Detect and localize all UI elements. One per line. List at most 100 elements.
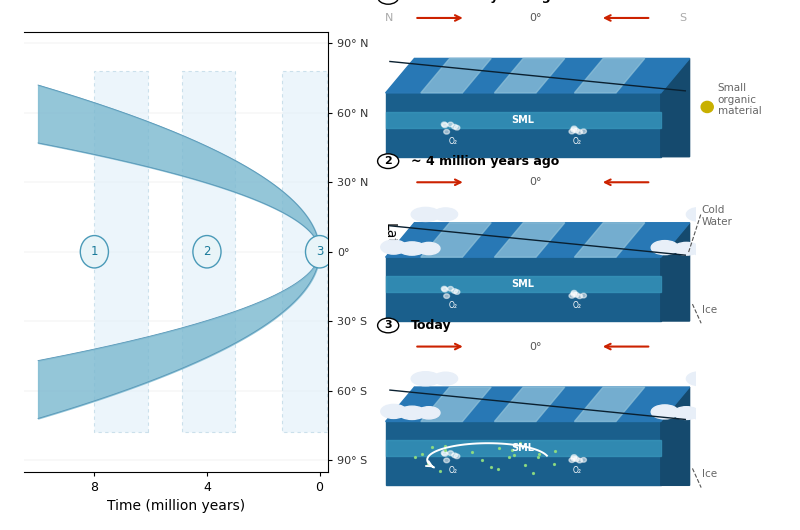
Circle shape <box>444 129 450 134</box>
Polygon shape <box>494 387 565 421</box>
Text: O₂: O₂ <box>448 466 458 475</box>
Polygon shape <box>574 387 645 421</box>
Text: Cold
Water: Cold Water <box>702 205 733 227</box>
Text: Ice: Ice <box>702 470 717 480</box>
Text: ~ 8 million years ago: ~ 8 million years ago <box>411 0 559 3</box>
Polygon shape <box>661 58 690 157</box>
Circle shape <box>442 287 448 292</box>
Circle shape <box>569 294 574 298</box>
Text: 3: 3 <box>384 321 392 331</box>
Ellipse shape <box>418 407 440 419</box>
Circle shape <box>571 126 577 131</box>
Circle shape <box>442 286 447 291</box>
Polygon shape <box>574 58 645 93</box>
Polygon shape <box>386 58 690 93</box>
Polygon shape <box>661 223 690 321</box>
Polygon shape <box>386 387 690 421</box>
Circle shape <box>577 130 582 134</box>
FancyBboxPatch shape <box>282 71 326 432</box>
Ellipse shape <box>193 235 221 268</box>
Ellipse shape <box>411 372 440 386</box>
Text: 0°: 0° <box>530 177 542 187</box>
Ellipse shape <box>434 372 458 385</box>
Circle shape <box>571 290 577 295</box>
Circle shape <box>442 452 448 456</box>
Ellipse shape <box>709 373 731 385</box>
Text: O₂: O₂ <box>448 137 458 146</box>
Ellipse shape <box>686 207 714 222</box>
Polygon shape <box>574 223 645 257</box>
Circle shape <box>454 290 460 294</box>
Circle shape <box>378 0 398 4</box>
Ellipse shape <box>651 405 678 419</box>
Ellipse shape <box>709 209 731 221</box>
Polygon shape <box>421 223 491 257</box>
Ellipse shape <box>674 407 699 419</box>
Text: Ice: Ice <box>702 305 717 315</box>
Text: N: N <box>385 13 393 23</box>
Circle shape <box>574 293 579 297</box>
X-axis label: Time (million years): Time (million years) <box>107 499 245 513</box>
Circle shape <box>378 154 398 169</box>
Ellipse shape <box>674 242 699 255</box>
Text: 1: 1 <box>90 245 98 258</box>
Ellipse shape <box>693 245 712 256</box>
Circle shape <box>442 122 447 127</box>
Ellipse shape <box>434 208 458 220</box>
Circle shape <box>571 128 577 132</box>
Polygon shape <box>386 276 661 292</box>
Circle shape <box>444 458 450 463</box>
Polygon shape <box>386 421 661 485</box>
Ellipse shape <box>306 235 334 268</box>
Ellipse shape <box>80 235 109 268</box>
Polygon shape <box>661 387 690 485</box>
Ellipse shape <box>418 242 440 254</box>
Circle shape <box>444 294 450 298</box>
Polygon shape <box>494 223 565 257</box>
Text: SML: SML <box>512 114 534 125</box>
Polygon shape <box>386 223 690 257</box>
Polygon shape <box>386 93 661 157</box>
Circle shape <box>452 453 458 457</box>
Circle shape <box>574 457 579 462</box>
Circle shape <box>701 101 714 112</box>
FancyBboxPatch shape <box>94 71 148 432</box>
Polygon shape <box>421 58 491 93</box>
Text: S: S <box>680 13 686 23</box>
Ellipse shape <box>686 372 714 386</box>
Circle shape <box>448 287 454 291</box>
Text: O₂: O₂ <box>573 302 582 311</box>
Circle shape <box>454 126 460 130</box>
Circle shape <box>571 456 577 461</box>
Circle shape <box>452 289 458 293</box>
Circle shape <box>452 125 458 129</box>
Circle shape <box>569 458 574 463</box>
Circle shape <box>577 294 582 298</box>
Ellipse shape <box>381 404 406 418</box>
Circle shape <box>378 318 398 333</box>
Text: Today: Today <box>411 319 452 332</box>
Circle shape <box>581 457 586 462</box>
Circle shape <box>571 455 577 460</box>
Ellipse shape <box>398 242 426 255</box>
Circle shape <box>454 454 460 458</box>
Circle shape <box>574 128 579 133</box>
Circle shape <box>448 122 454 127</box>
Ellipse shape <box>693 410 712 420</box>
Circle shape <box>581 293 586 298</box>
Ellipse shape <box>651 241 678 254</box>
FancyBboxPatch shape <box>182 71 235 432</box>
Text: 3: 3 <box>316 245 323 258</box>
Polygon shape <box>386 257 661 321</box>
Circle shape <box>448 451 454 455</box>
Text: O₂: O₂ <box>573 466 582 475</box>
Polygon shape <box>386 111 661 128</box>
Text: ~ 4 million years ago: ~ 4 million years ago <box>411 155 559 167</box>
Polygon shape <box>421 387 491 421</box>
Circle shape <box>569 129 574 134</box>
Circle shape <box>442 450 447 455</box>
Text: 2: 2 <box>203 245 210 258</box>
Circle shape <box>577 458 582 463</box>
Ellipse shape <box>398 406 426 419</box>
Text: 1: 1 <box>384 0 392 2</box>
